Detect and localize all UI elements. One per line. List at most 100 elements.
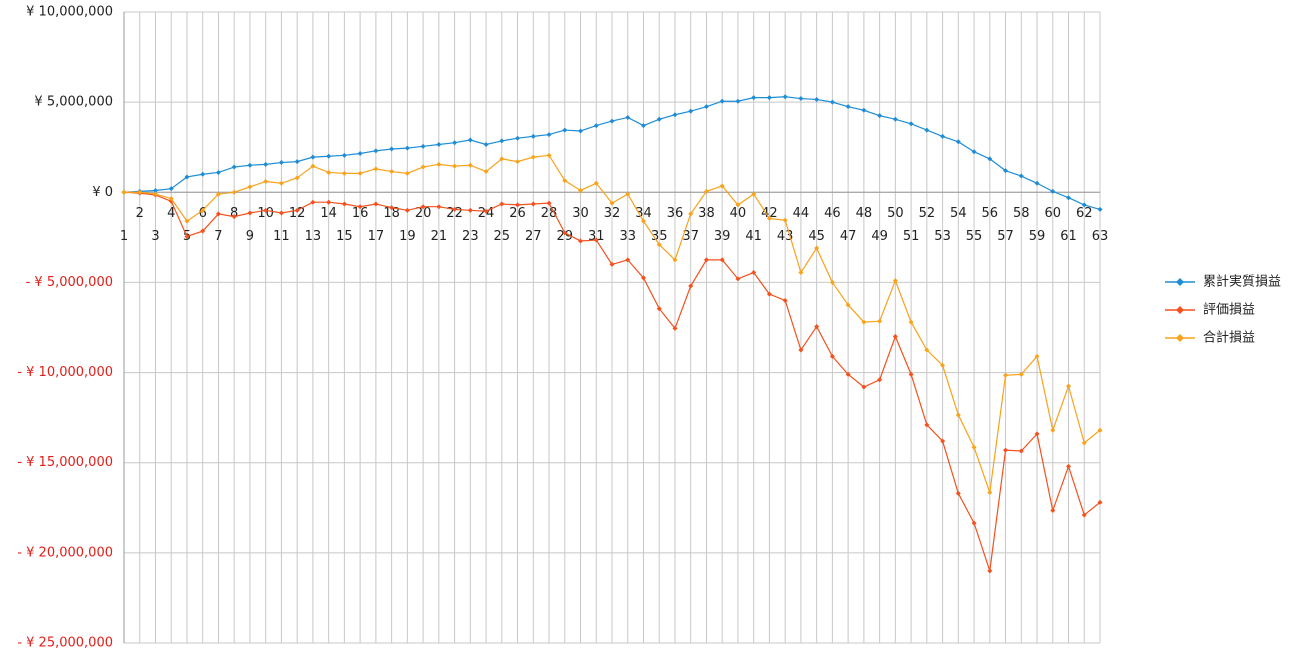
data-point bbox=[877, 318, 883, 324]
data-point bbox=[735, 276, 741, 282]
x-tick-label: 3 bbox=[151, 229, 159, 244]
legend-marker bbox=[1176, 278, 1184, 286]
x-tick-label: 38 bbox=[698, 206, 715, 221]
data-point bbox=[940, 362, 946, 368]
data-point bbox=[766, 215, 772, 221]
data-point bbox=[1003, 168, 1009, 174]
data-point bbox=[625, 191, 631, 197]
data-point bbox=[436, 142, 442, 148]
data-point bbox=[263, 207, 269, 213]
data-point bbox=[593, 180, 599, 186]
data-point bbox=[546, 132, 552, 138]
y-tick-label: ¥ 5,000,000 bbox=[34, 95, 113, 110]
data-point bbox=[703, 104, 709, 110]
y-tick-label: - ¥ 5,000,000 bbox=[26, 275, 113, 290]
data-point bbox=[357, 151, 363, 157]
data-point bbox=[483, 169, 489, 175]
data-point bbox=[1081, 440, 1087, 446]
x-tick-label: 37 bbox=[682, 229, 699, 244]
data-point bbox=[625, 257, 631, 263]
data-point bbox=[656, 242, 662, 248]
data-point bbox=[452, 163, 458, 169]
data-point bbox=[326, 153, 332, 159]
data-point bbox=[310, 154, 316, 160]
data-point bbox=[640, 275, 646, 281]
data-point bbox=[404, 170, 410, 176]
legend-label: 評価損益 bbox=[1203, 303, 1255, 318]
x-tick-label: 58 bbox=[1013, 206, 1030, 221]
data-point bbox=[436, 204, 442, 210]
data-point bbox=[971, 520, 977, 526]
data-point bbox=[625, 114, 631, 120]
data-point bbox=[609, 118, 615, 124]
data-point bbox=[231, 189, 237, 195]
x-tick-label: 27 bbox=[525, 229, 542, 244]
data-point bbox=[247, 184, 253, 190]
x-tick-label: 7 bbox=[214, 229, 222, 244]
x-tick-label: 61 bbox=[1060, 229, 1077, 244]
x-tick-label: 11 bbox=[273, 229, 290, 244]
x-tick-label: 53 bbox=[934, 229, 951, 244]
data-point bbox=[499, 138, 505, 144]
data-point bbox=[703, 188, 709, 194]
data-point bbox=[420, 164, 426, 170]
data-point bbox=[861, 107, 867, 113]
data-point bbox=[798, 96, 804, 102]
data-point bbox=[294, 175, 300, 181]
data-point bbox=[1034, 431, 1040, 437]
data-point bbox=[515, 135, 521, 141]
data-point bbox=[1018, 173, 1024, 179]
data-point bbox=[766, 291, 772, 297]
data-point bbox=[200, 207, 206, 213]
x-tick-label: 21 bbox=[431, 229, 448, 244]
data-point bbox=[389, 146, 395, 152]
data-point bbox=[829, 279, 835, 285]
x-tick-label: 23 bbox=[462, 229, 479, 244]
x-tick-label: 52 bbox=[919, 206, 936, 221]
data-point bbox=[483, 142, 489, 148]
data-point bbox=[420, 204, 426, 210]
x-tick-label: 1 bbox=[120, 229, 128, 244]
data-point bbox=[798, 270, 804, 276]
data-point bbox=[987, 156, 993, 162]
x-tick-label: 59 bbox=[1029, 229, 1046, 244]
data-point bbox=[152, 191, 158, 197]
data-point bbox=[782, 94, 788, 100]
x-tick-label: 42 bbox=[761, 206, 778, 221]
x-tick-label: 54 bbox=[950, 206, 967, 221]
data-point bbox=[184, 233, 190, 239]
y-tick-label: - ¥ 10,000,000 bbox=[17, 365, 113, 380]
data-point bbox=[215, 211, 221, 217]
data-point bbox=[924, 347, 930, 353]
data-point bbox=[515, 159, 521, 165]
x-tick-label: 9 bbox=[246, 229, 254, 244]
x-tick-label: 16 bbox=[352, 206, 369, 221]
data-point bbox=[640, 218, 646, 224]
x-tick-label: 15 bbox=[336, 229, 353, 244]
x-tick-label: 17 bbox=[368, 229, 385, 244]
data-point bbox=[1034, 180, 1040, 186]
x-tick-label: 48 bbox=[856, 206, 873, 221]
x-tick-label: 8 bbox=[230, 206, 238, 221]
x-tick-label: 34 bbox=[635, 206, 652, 221]
x-tick-label: 41 bbox=[745, 229, 762, 244]
data-point bbox=[467, 137, 473, 143]
data-point bbox=[861, 319, 867, 325]
x-tick-label: 35 bbox=[651, 229, 668, 244]
data-point bbox=[924, 127, 930, 133]
y-tick-label: ¥ 0 bbox=[92, 185, 113, 200]
data-point bbox=[1018, 448, 1024, 454]
x-tick-label: 30 bbox=[572, 206, 589, 221]
data-point bbox=[294, 207, 300, 213]
data-point bbox=[215, 169, 221, 175]
data-point bbox=[341, 152, 347, 158]
data-point bbox=[1097, 499, 1103, 505]
data-point bbox=[231, 164, 237, 170]
x-tick-label: 33 bbox=[619, 229, 636, 244]
data-point bbox=[814, 245, 820, 251]
data-point bbox=[373, 148, 379, 154]
x-tick-label: 10 bbox=[257, 206, 274, 221]
data-point bbox=[530, 201, 536, 207]
data-point bbox=[420, 143, 426, 149]
